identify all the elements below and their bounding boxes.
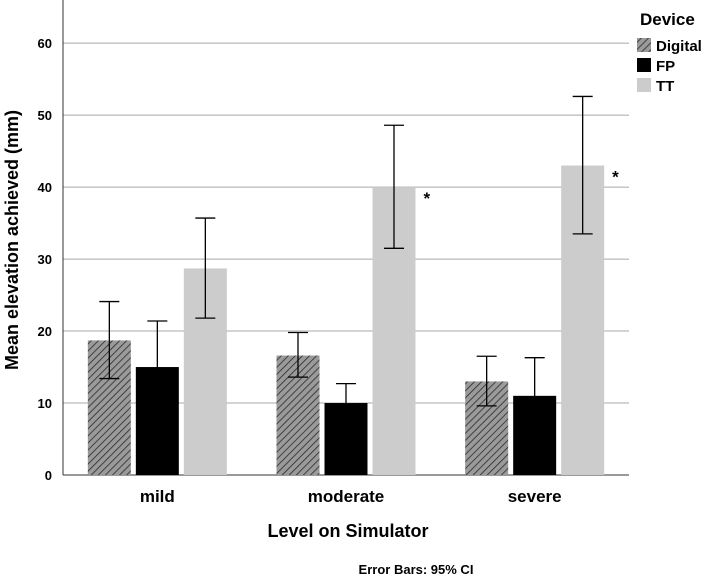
gridlines xyxy=(63,42,629,404)
legend-swatch-fp xyxy=(637,58,651,72)
y-tick-label-60: 60 xyxy=(38,36,52,51)
x-tick-label-mild: mild xyxy=(140,487,175,506)
legend: Device Digital FP TT xyxy=(637,10,702,95)
error-bars xyxy=(99,95,593,436)
x-tick-label-moderate: moderate xyxy=(308,487,385,506)
x-axis-title: Level on Simulator xyxy=(267,521,428,541)
y-axis-title: Mean elevation achieved (mm) xyxy=(2,110,22,370)
significance-marker-moderate: * xyxy=(424,189,431,208)
legend-label-fp: FP xyxy=(656,58,675,75)
y-tick-label-0: 0 xyxy=(45,468,52,483)
legend-swatch-tt xyxy=(637,78,651,92)
bars xyxy=(87,165,605,475)
y-tick-label-20: 20 xyxy=(38,324,52,339)
y-tick-label-30: 30 xyxy=(38,252,52,267)
error-bars-footnote: Error Bars: 95% CI xyxy=(359,562,474,577)
labels: Mean elevation achieved (mm) Level on Si… xyxy=(2,36,619,577)
legend-swatch-digital xyxy=(637,38,651,52)
legend-label-digital: Digital xyxy=(656,38,702,55)
legend-label-tt: TT xyxy=(656,78,674,95)
x-tick-label-severe: severe xyxy=(508,487,562,506)
legend-title: Device xyxy=(640,10,695,29)
y-tick-label-50: 50 xyxy=(38,108,52,123)
significance-marker-severe: * xyxy=(612,168,619,187)
y-tick-label-40: 40 xyxy=(38,180,52,195)
y-tick-label-10: 10 xyxy=(38,396,52,411)
